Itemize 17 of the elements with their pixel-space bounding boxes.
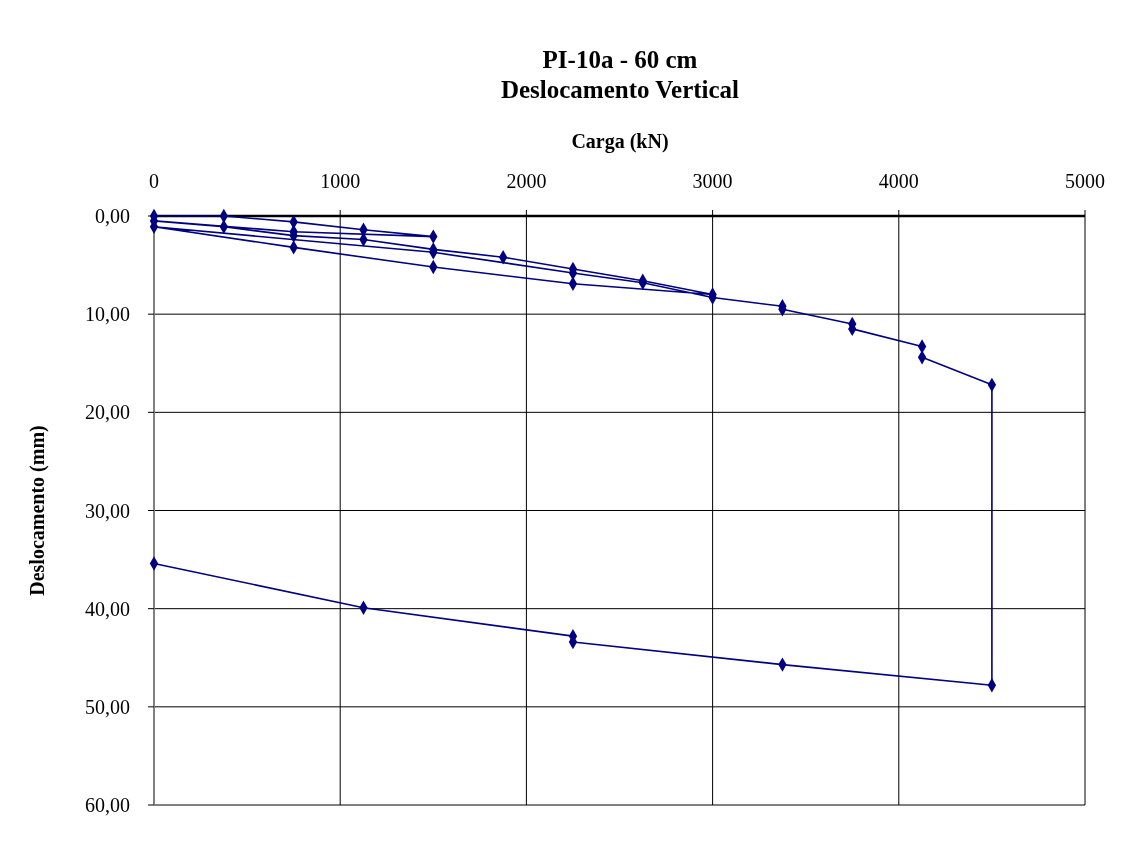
x-tick-label: 1000 [320, 170, 361, 192]
x-tick-label: 4000 [878, 170, 919, 192]
x-tick-label: 2000 [506, 170, 547, 192]
x-tick-label: 5000 [1065, 170, 1105, 192]
x-axis-title: Carga (kN) [571, 130, 669, 153]
y-tick-label: 60,00 [85, 794, 130, 816]
y-tick-label: 50,00 [85, 695, 130, 718]
x-tick-label: 0 [149, 170, 159, 192]
y-tick-label: 40,00 [85, 597, 130, 620]
y-tick-label: 10,00 [85, 303, 130, 326]
x-tick-label: 3000 [692, 170, 733, 192]
y-tick-label: 20,00 [85, 401, 130, 424]
chart-subtitle: Deslocamento Vertical [500, 76, 740, 103]
y-tick-label: 0,00 [95, 205, 130, 227]
y-tick-label: 30,00 [85, 499, 130, 522]
chart-title: PI-10a - 60 cm [542, 46, 698, 73]
y-axis-title: Deslocamento (mm) [26, 425, 49, 596]
